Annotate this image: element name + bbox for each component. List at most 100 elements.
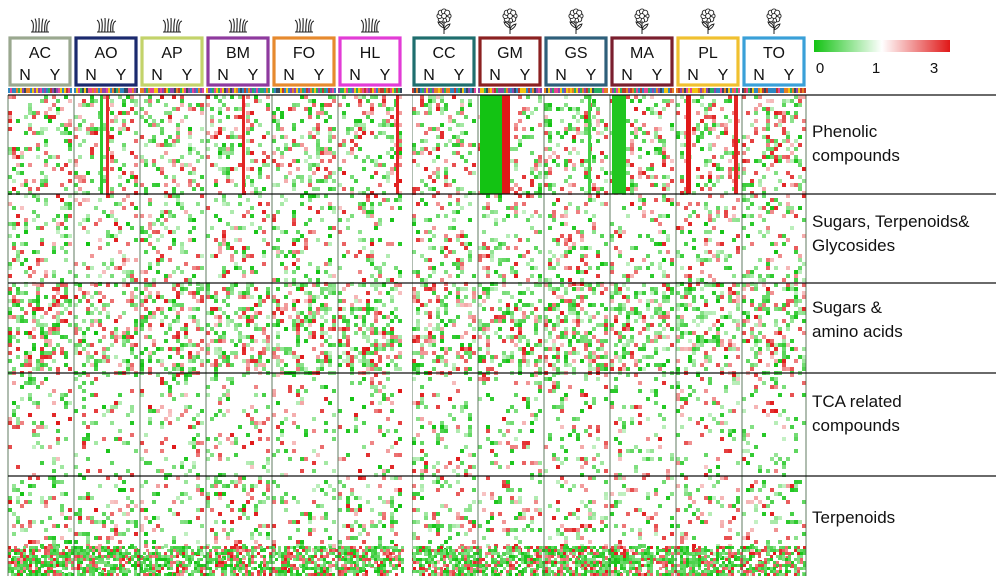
- heatmap-cell: [448, 226, 452, 230]
- heatmap-cell: [246, 151, 250, 155]
- heatmap-cell: [638, 266, 642, 270]
- heatmap-cell: [670, 262, 674, 266]
- heatmap-cell: [210, 135, 214, 139]
- heatmap-cell: [662, 139, 666, 143]
- heatmap-cell: [650, 163, 654, 167]
- heatmap-cell: [346, 283, 350, 287]
- heatmap-cell: [658, 135, 662, 139]
- heatmap-cell: [374, 135, 378, 139]
- heatmap-cell: [390, 123, 394, 127]
- heatmap-cell: [230, 363, 234, 367]
- heatmap-cell: [630, 191, 634, 195]
- heatmap-cell: [78, 175, 82, 179]
- heatmap-cell: [452, 226, 456, 230]
- heatmap-cell: [172, 230, 176, 234]
- heatmap-cell: [176, 159, 180, 163]
- heatmap-cell: [386, 119, 390, 123]
- heatmap-cell: [44, 323, 48, 327]
- heatmap-cell: [28, 520, 32, 524]
- heatmap-cell: [32, 335, 36, 339]
- heatmap-cell: [196, 291, 200, 295]
- heatmap-cell: [280, 311, 284, 315]
- heatmap-cell: [312, 315, 316, 319]
- heatmap-cell: [358, 147, 362, 151]
- heatmap-cell: [184, 520, 188, 524]
- heatmap-cell: [436, 167, 440, 171]
- heatmap-cell: [168, 214, 172, 218]
- heatmap-cell: [130, 295, 134, 299]
- heatmap-cell: [538, 99, 542, 103]
- heatmap-cell: [522, 210, 526, 214]
- heatmap-cell: [296, 359, 300, 363]
- heatmap-cell: [332, 171, 336, 175]
- heatmap-cell: [576, 111, 580, 115]
- heatmap-cell: [556, 385, 560, 389]
- heatmap-cell: [576, 206, 580, 210]
- heatmap-cell: [556, 323, 560, 327]
- heatmap-cell: [276, 437, 280, 441]
- heatmap-cell: [272, 524, 276, 528]
- heatmap-cell: [580, 339, 584, 343]
- heatmap-cell: [604, 480, 608, 484]
- heatmap-cell: [324, 355, 328, 359]
- heatmap-cell: [12, 425, 16, 429]
- heatmap-cell: [420, 351, 424, 355]
- heatmap-cell: [250, 139, 254, 143]
- heatmap-cell: [250, 405, 254, 409]
- heatmap-cell: [472, 119, 476, 123]
- heatmap-cell: [16, 425, 20, 429]
- heatmap-cell: [444, 311, 448, 315]
- heatmap-cell: [502, 274, 506, 278]
- heatmap-cell: [90, 421, 94, 425]
- heatmap-cell: [12, 151, 16, 155]
- heatmap-cell: [134, 111, 138, 115]
- heatmap-cell: [8, 351, 12, 355]
- heatmap-cell: [324, 385, 328, 389]
- heatmap-cell: [592, 367, 596, 371]
- heatmap-cell: [56, 226, 60, 230]
- heatmap-cell: [64, 473, 68, 477]
- heatmap-cell: [206, 139, 210, 143]
- heatmap-cell: [266, 405, 270, 409]
- heatmap-cell: [328, 175, 332, 179]
- heatmap-cell: [370, 331, 374, 335]
- heatmap-cell: [604, 385, 608, 389]
- heatmap-cell: [518, 187, 522, 191]
- heatmap-cell: [588, 355, 592, 359]
- heatmap-cell: [242, 335, 246, 339]
- heatmap-cell: [518, 323, 522, 327]
- heatmap-cell: [82, 139, 86, 143]
- heatmap-cell: [338, 409, 342, 413]
- heatmap-cell: [560, 119, 564, 123]
- heatmap-cell: [52, 115, 56, 119]
- heatmap-cell: [490, 528, 494, 532]
- heatmap-cell: [168, 246, 172, 250]
- heatmap-cell: [342, 524, 346, 528]
- heatmap-cell: [580, 319, 584, 323]
- heatmap-cell: [102, 295, 106, 299]
- heatmap-cell: [390, 339, 394, 343]
- heatmap-cell: [362, 323, 366, 327]
- heatmap-cell: [420, 95, 424, 99]
- heatmap-cell: [242, 250, 246, 254]
- heatmap-cell: [638, 311, 642, 315]
- heatmap-cell: [374, 363, 378, 367]
- heatmap-cell: [90, 516, 94, 520]
- heatmap-cell: [68, 540, 72, 544]
- heatmap-cell: [584, 343, 588, 347]
- heatmap-cell: [320, 291, 324, 295]
- heatmap-cell: [218, 250, 222, 254]
- heatmap-cell: [114, 234, 118, 238]
- heatmap-cell: [130, 389, 134, 393]
- heatmap-cell: [390, 512, 394, 516]
- heatmap-cell: [272, 151, 276, 155]
- heatmap-cell: [280, 155, 284, 159]
- heatmap-cell: [94, 222, 98, 226]
- heatmap-cell: [36, 187, 40, 191]
- heatmap-cell: [288, 385, 292, 389]
- heatmap-cell: [164, 367, 168, 371]
- heatmap-cell: [390, 295, 394, 299]
- heatmap-cell: [444, 282, 448, 286]
- heatmap-cell: [580, 234, 584, 238]
- heatmap-cell: [272, 299, 276, 303]
